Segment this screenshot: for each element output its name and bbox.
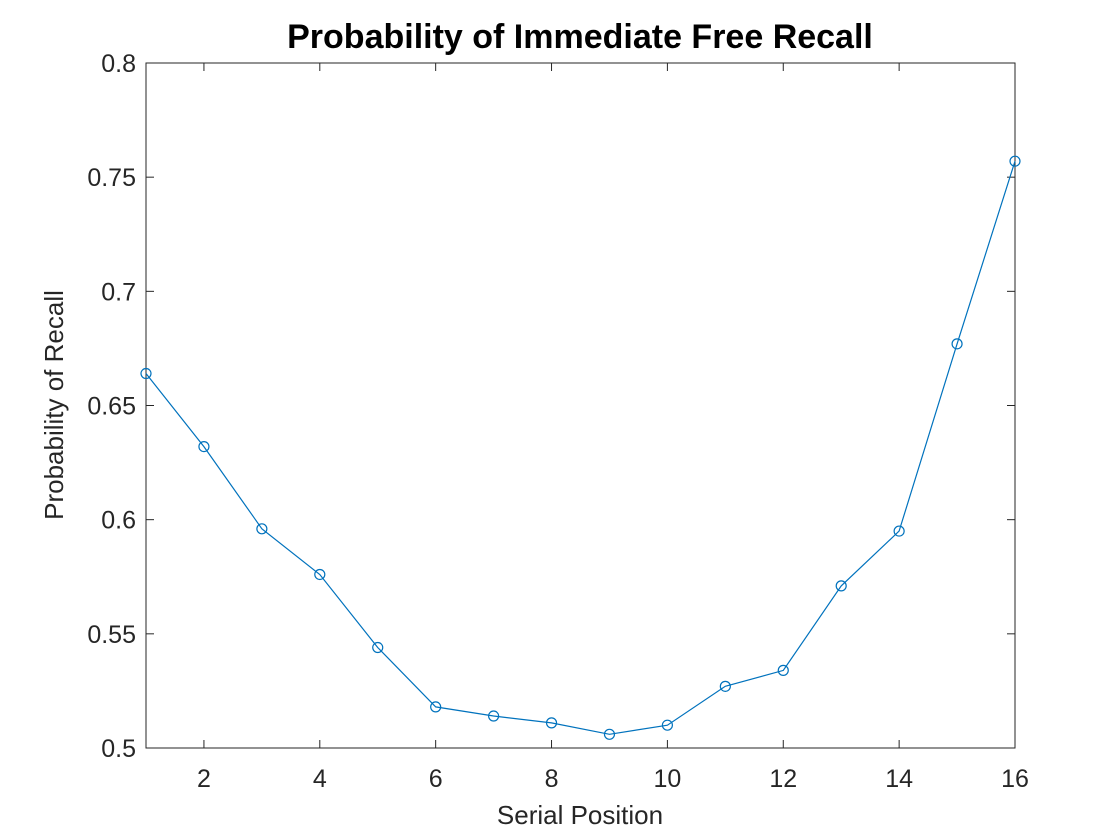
chart-title: Probability of Immediate Free Recall [287, 18, 873, 56]
data-point [661, 719, 674, 731]
series-line [145, 161, 1016, 735]
y-axis-label: Probability of Recall [39, 290, 69, 520]
data-point [430, 701, 442, 713]
y-tick-label: 0.8 [101, 50, 136, 78]
data-point [198, 441, 210, 453]
y-tick-label: 0.6 [101, 507, 136, 535]
x-tick-label: 4 [313, 765, 327, 793]
data-point [603, 728, 616, 740]
data-point [893, 525, 905, 537]
data-point [777, 664, 789, 676]
data-point [951, 338, 963, 350]
x-tick-label: 14 [885, 765, 913, 793]
plot-area [145, 62, 1016, 749]
data-point [719, 680, 731, 692]
data-point [140, 367, 152, 380]
y-tick-label: 0.65 [87, 393, 136, 421]
data-point [256, 523, 268, 535]
data-point [835, 580, 847, 592]
data-point [488, 710, 500, 722]
x-tick-label: 12 [769, 765, 797, 793]
data-point [1009, 155, 1021, 167]
series-layer [140, 155, 1021, 740]
y-tick-label: 0.7 [101, 278, 136, 306]
y-tick-label: 0.75 [87, 164, 136, 192]
y-tick-label: 0.55 [87, 621, 136, 649]
data-point [545, 717, 558, 729]
y-axis: 0.5 0.55 0.6 0.65 0.7 0.75 0.8 [87, 50, 1015, 763]
x-tick-label: 2 [197, 765, 211, 793]
x-tick-label: 6 [429, 765, 443, 793]
x-tick-label: 10 [653, 765, 681, 793]
data-point [372, 641, 384, 654]
y-tick-label: 0.5 [101, 735, 136, 763]
x-axis-label: Serial Position [497, 800, 663, 830]
x-axis: 2 4 6 8 10 12 14 16 [197, 63, 1029, 793]
x-tick-label: 16 [1001, 765, 1029, 793]
x-tick-label: 8 [545, 765, 559, 793]
data-point [314, 568, 326, 581]
